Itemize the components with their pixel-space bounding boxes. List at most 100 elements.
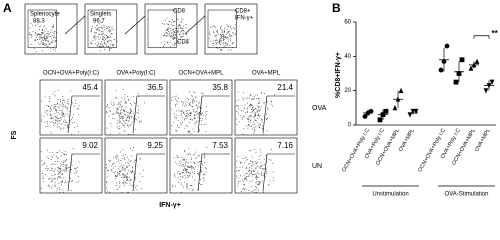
event-dot	[173, 36, 175, 38]
event-dot	[253, 190, 255, 191]
event-dot	[202, 118, 204, 120]
event-dot	[63, 169, 65, 171]
event-dot	[193, 162, 195, 164]
y-tick-label: 0	[348, 123, 352, 129]
event-dot	[109, 50, 110, 52]
event-dot	[119, 173, 120, 174]
event-dot	[258, 166, 260, 168]
column-header: OVA+MPL	[252, 71, 281, 77]
event-dot	[224, 43, 226, 45]
gate-name: IFN-γ+	[235, 16, 254, 22]
event-dot	[119, 171, 121, 173]
event-dot	[139, 181, 141, 182]
event-dot	[104, 34, 106, 36]
event-dot	[106, 187, 108, 189]
event-dot	[189, 131, 190, 133]
event-dot	[181, 27, 183, 29]
event-dot	[37, 39, 38, 41]
event-dot	[251, 180, 253, 182]
event-dot	[183, 169, 185, 171]
event-dot	[42, 41, 44, 43]
event-dot	[264, 102, 266, 104]
event-dot	[61, 112, 63, 114]
event-dot	[137, 93, 139, 95]
event-dot	[53, 33, 55, 34]
event-dot	[96, 36, 98, 38]
event-dot	[50, 159, 52, 160]
event-dot	[254, 131, 256, 132]
event-dot	[175, 29, 177, 31]
event-dot	[175, 98, 176, 100]
event-dot	[203, 155, 205, 157]
event-dot	[110, 133, 111, 135]
event-dot	[116, 123, 118, 124]
event-dot	[184, 167, 186, 169]
event-dot	[186, 165, 188, 167]
event-dot	[59, 104, 61, 106]
event-dot	[144, 102, 145, 104]
event-dot	[56, 117, 57, 118]
event-dot	[243, 177, 245, 179]
event-dot	[170, 46, 171, 48]
event-dot	[246, 156, 248, 158]
event-dot	[256, 161, 258, 163]
data-point	[489, 79, 495, 85]
event-dot	[53, 107, 55, 109]
event-dot	[46, 44, 47, 46]
event-dot	[97, 45, 98, 47]
event-dot	[46, 35, 48, 37]
event-dot	[179, 34, 181, 35]
event-dot	[45, 28, 47, 30]
event-dot	[119, 116, 121, 118]
event-dot	[255, 120, 257, 122]
event-dot	[210, 27, 212, 29]
event-dot	[122, 182, 124, 184]
event-dot	[180, 122, 181, 124]
event-dot	[256, 111, 258, 113]
event-dot	[177, 19, 179, 21]
event-dot	[111, 125, 113, 127]
event-dot	[69, 120, 71, 122]
event-dot	[182, 104, 183, 106]
event-dot	[220, 36, 222, 38]
event-dot	[130, 124, 132, 126]
event-dot	[251, 109, 253, 110]
event-dot	[106, 112, 108, 114]
event-dot	[127, 123, 129, 125]
event-dot	[119, 133, 121, 134]
event-dot	[184, 100, 186, 102]
event-dot	[63, 100, 65, 101]
event-dot	[192, 100, 193, 102]
event-dot	[248, 124, 250, 125]
event-dot	[185, 24, 187, 25]
event-dot	[114, 165, 116, 167]
event-dot	[126, 176, 128, 177]
event-dot	[171, 44, 173, 46]
event-dot	[186, 97, 188, 99]
event-dot	[51, 41, 52, 43]
event-dot	[139, 173, 141, 174]
event-dot	[215, 34, 217, 36]
event-dot	[101, 34, 102, 36]
event-dot	[64, 160, 66, 162]
event-dot	[108, 107, 110, 109]
event-dot	[50, 29, 52, 31]
event-dot	[57, 167, 59, 169]
event-dot	[242, 97, 244, 99]
event-dot	[60, 165, 61, 167]
event-dot	[230, 25, 232, 27]
event-dot	[109, 191, 110, 193]
event-dot	[118, 118, 120, 120]
event-dot	[266, 119, 267, 121]
event-dot	[254, 124, 256, 126]
event-dot	[115, 178, 116, 179]
event-dot	[57, 103, 58, 105]
flow-plot	[169, 137, 233, 194]
event-dot	[59, 191, 61, 193]
event-dot	[209, 33, 210, 35]
event-dot	[47, 169, 48, 171]
event-dot	[252, 107, 254, 109]
event-dot	[186, 110, 188, 111]
event-dot	[52, 26, 54, 28]
event-dot	[90, 30, 92, 31]
